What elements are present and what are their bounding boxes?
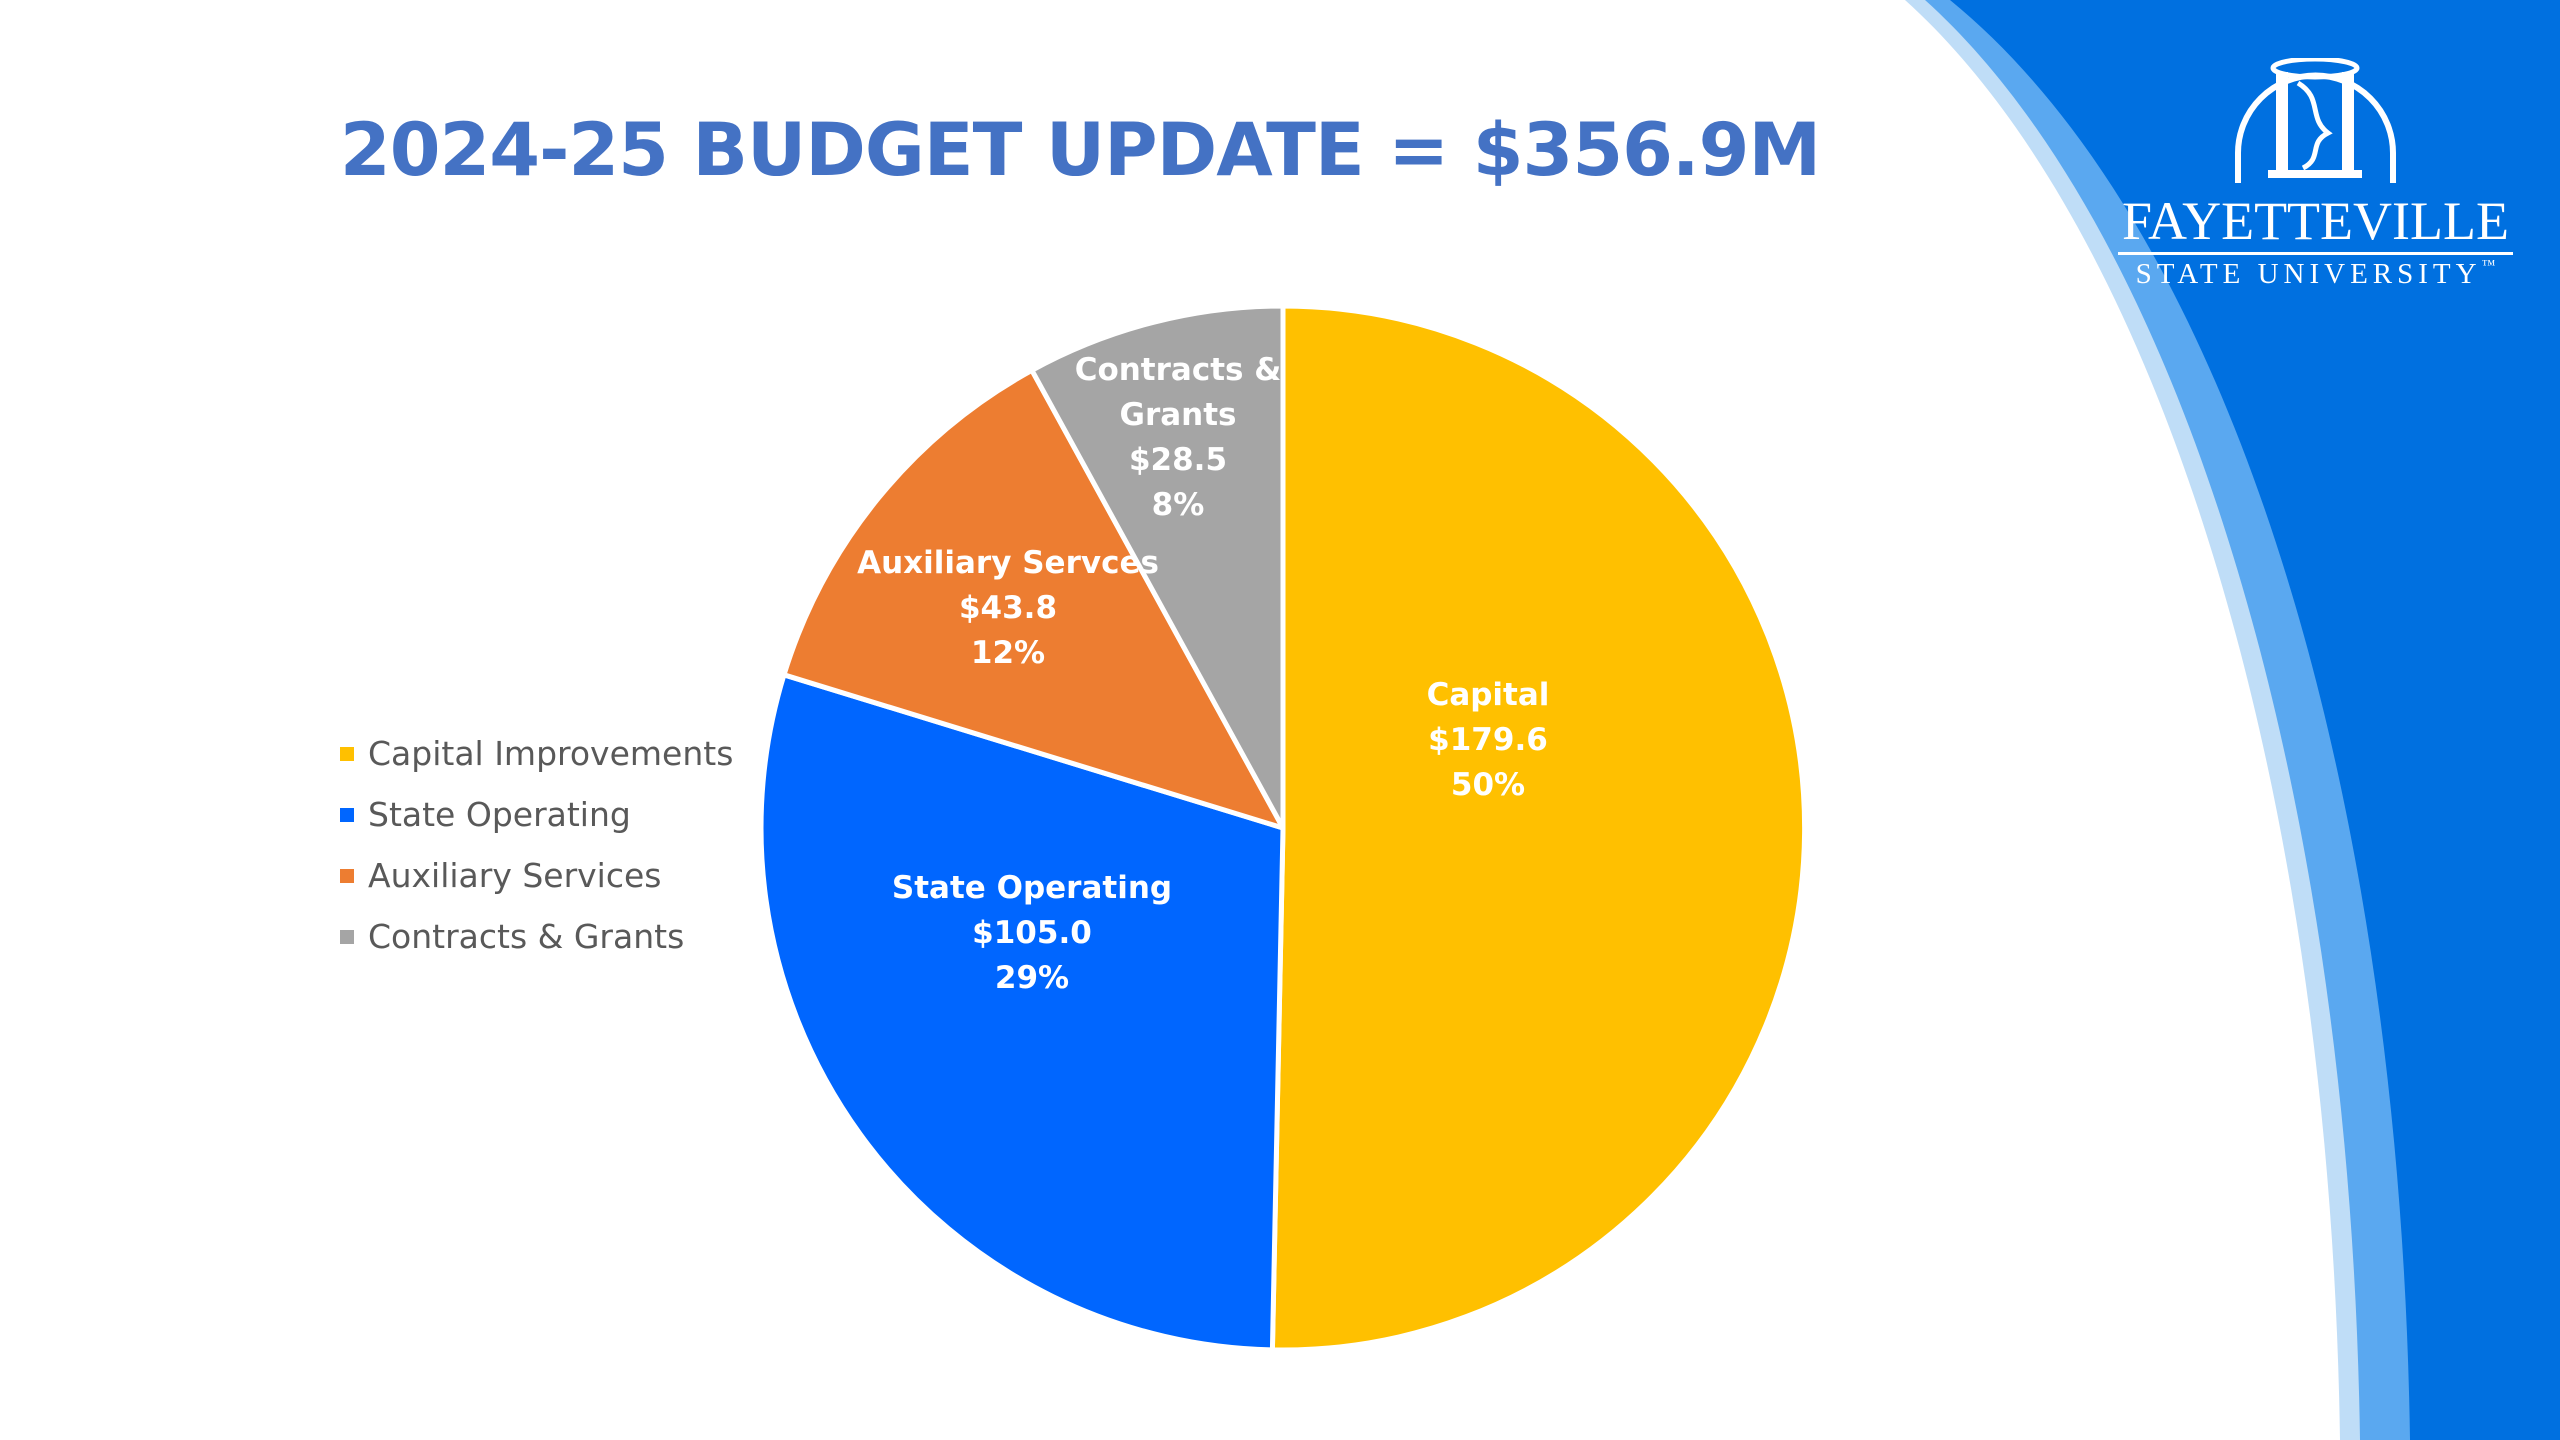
university-logo: FAYETTEVILLE STATE UNIVERSITY™ (2118, 58, 2513, 291)
slice-label-percent: 29% (995, 960, 1069, 996)
slice-label-group: Contracts & Grants $28.5 8% (1075, 352, 1282, 523)
slice-label-group: State Operating $105.0 29% (892, 870, 1172, 996)
legend-swatch (340, 807, 354, 822)
legend-label: State Operating (368, 795, 631, 834)
logo-subtitle: STATE UNIVERSITY™ (2118, 258, 2513, 291)
legend-item: Contracts & Grants (340, 906, 733, 967)
legend-item: Capital Improvements (340, 723, 733, 784)
pie-slice-auxiliary-services (781, 367, 1286, 831)
slice-label-value: $105.0 (972, 915, 1092, 951)
pie-slice-state-operating (758, 672, 1286, 1353)
legend-label: Auxiliary Services (368, 856, 662, 895)
legend-swatch (340, 929, 354, 944)
slice-label-value: $43.8 (959, 590, 1057, 626)
slice-label-name: Grants (1120, 397, 1237, 433)
slice-label-percent: 8% (1152, 487, 1205, 523)
slice-label-name: Contracts & (1075, 352, 1282, 388)
slice-label-group: Auxiliary Servces $43.8 12% (857, 545, 1159, 671)
slice-label-name: Capital (1427, 677, 1550, 713)
slice-label-value: $28.5 (1129, 442, 1227, 478)
slice-label-name: Auxiliary Servces (857, 545, 1159, 581)
pie-slice-contracts-grants (1029, 303, 1286, 831)
chart-legend: Capital Improvements State Operating Auxil… (340, 723, 733, 967)
legend-label: Contracts & Grants (368, 917, 685, 956)
slice-label-name: State Operating (892, 870, 1172, 906)
logo-wordmark: FAYETTEVILLE (2118, 190, 2513, 255)
legend-item: State Operating (340, 784, 733, 845)
pie-slice-capital-improvements (1269, 303, 1808, 1353)
slide-title: 2024-25 BUDGET UPDATE = $356.9M (339, 108, 1821, 193)
slice-label-value: $179.6 (1428, 722, 1548, 758)
logo-trademark: ™ (2481, 258, 2496, 273)
slice-label-percent: 50% (1451, 767, 1525, 803)
legend-swatch (340, 746, 354, 761)
legend-label: Capital Improvements (368, 734, 734, 773)
logo-subtitle-text: STATE UNIVERSITY (2135, 258, 2482, 290)
legend-swatch (340, 868, 354, 883)
slice-label-percent: 12% (971, 635, 1045, 671)
legend-item: Auxiliary Services (340, 845, 733, 906)
logo-emblem-icon (2235, 58, 2396, 183)
slice-label-group: Capital $179.6 50% (1427, 677, 1550, 803)
decor-band-dark (1950, 0, 2560, 1440)
